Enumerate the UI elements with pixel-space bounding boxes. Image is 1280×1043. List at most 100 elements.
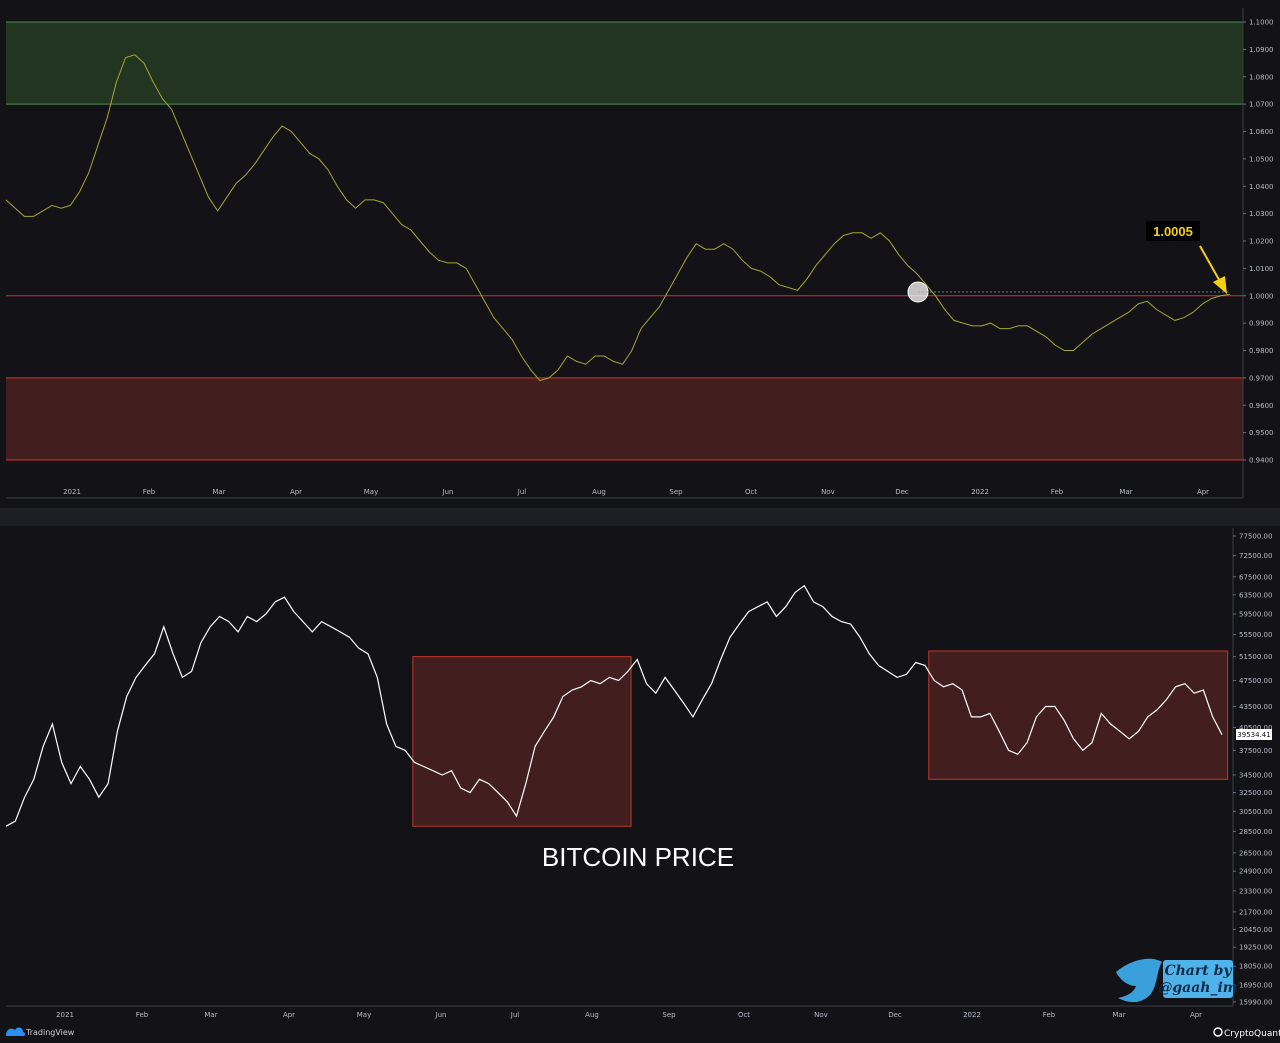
- top-y-tick-label: 1.0300: [1249, 210, 1274, 218]
- bottom-y-tick-label: 43500.00: [1239, 703, 1272, 711]
- bottom-x-tick-label: Jun: [435, 1011, 447, 1019]
- credit-badge: Chart by @gaah_im: [1116, 958, 1238, 1003]
- bottom-x-tick-label: Jul: [510, 1011, 520, 1019]
- bottom-y-tick-label: 16950.00: [1239, 981, 1272, 989]
- bottom-y-tick-label: 77500.00: [1239, 533, 1272, 541]
- bottom-x-tick-label: Aug: [585, 1011, 599, 1019]
- bottom-y-tick-label: 37500.00: [1239, 747, 1272, 755]
- btc-price-line: [5, 584, 1223, 827]
- top-y-axis: 1.1000 1.0900 1.0800 1.0700 1.0600 1.0500 1.04…: [1242, 8, 1274, 498]
- bottom-y-tick-label: 19250.00: [1239, 944, 1272, 952]
- bottom-x-tick-label: Oct: [738, 1011, 750, 1019]
- top-y-tick-label: 1.1000: [1249, 19, 1274, 27]
- bottom-x-tick-label: 2022: [963, 1011, 981, 1019]
- callout-arrow-head: [1213, 276, 1227, 294]
- bottom-x-tick-label: Dec: [888, 1011, 902, 1019]
- bottom-x-tick-label: Mar: [204, 1011, 217, 1019]
- top-x-tick-label: 2021: [63, 488, 81, 496]
- bottom-series: [5, 584, 1223, 827]
- callout-value: 1.0005: [1153, 224, 1193, 239]
- last-value-box: [1236, 729, 1272, 740]
- top-y-tick-label: 0.9700: [1249, 374, 1274, 382]
- bottom-y-tick-label: 28500.00: [1239, 828, 1272, 836]
- bottom-y-tick-label: 47500.00: [1239, 677, 1272, 685]
- top-y-tick-label: 1.0400: [1249, 183, 1274, 191]
- band-1: [6, 377, 1243, 460]
- bottom-x-tick-label: May: [357, 1011, 371, 1019]
- top-x-tick-label: Apr: [290, 488, 302, 496]
- bottom-y-tick-label: 51500.00: [1239, 653, 1272, 661]
- top-y-tick-label: 1.0900: [1249, 46, 1274, 54]
- top-y-tick-label: 0.9500: [1249, 429, 1274, 437]
- top-y-tick-label: 1.0500: [1249, 155, 1274, 163]
- bottom-y-tick-label: 21700.00: [1239, 908, 1272, 916]
- bottom-y-tick-label: 15990.00: [1239, 999, 1272, 1007]
- bottom-x-tick-label: Feb: [1043, 1011, 1056, 1019]
- top-y-tick-label: 0.9900: [1249, 320, 1274, 328]
- top-x-tick-label: 2022: [971, 488, 989, 496]
- bottom-y-tick-label: 63500.00: [1239, 591, 1272, 599]
- ratio-series-line: [5, 54, 1231, 382]
- bottom-x-tick-label: Feb: [136, 1011, 149, 1019]
- tradingview-cloud-icon: [6, 1027, 26, 1036]
- top-x-tick-label: Aug: [592, 488, 606, 496]
- top-x-axis: 2021 Feb Mar Apr May Jun Jul Aug Sep Oct Nov Dec 202…: [6, 488, 1243, 499]
- bottom-y-tick-label: 59500.00: [1239, 611, 1272, 619]
- bottom-y-tick-label: 55500.00: [1239, 631, 1272, 639]
- highlight-box-0: [412, 656, 632, 827]
- bottom-highlights: [412, 650, 1229, 827]
- credit-line-2: @gaah_im: [1158, 980, 1237, 996]
- cryptoquant-label: CryptoQuant: [1224, 1029, 1280, 1039]
- bottom-y-tick-label: 32500.00: [1239, 789, 1272, 797]
- bottom-y-tick-label: 67500.00: [1239, 573, 1272, 581]
- top-y-tick-label: 0.9400: [1249, 457, 1274, 465]
- highlight-box-1: [928, 650, 1229, 780]
- bottom-y-axis: 77500.00 72500.00 67500.00 63500.00 59500.00…: [1232, 528, 1272, 1007]
- top-y-tick-label: 1.0600: [1249, 128, 1274, 136]
- bottom-y-tick-label: 18050.00: [1239, 963, 1272, 971]
- top-x-tick-label: Nov: [821, 488, 835, 496]
- bottom-y-tick-label: 30500.00: [1239, 808, 1272, 816]
- bottom-y-tick-label: 23300.00: [1239, 887, 1272, 895]
- callout-box: [1146, 221, 1200, 241]
- top-y-tick-label: 1.0800: [1249, 73, 1274, 81]
- bottom-x-tick-label: Mar: [1112, 1011, 1125, 1019]
- top-series: [5, 54, 1231, 382]
- top-x-tick-label: Apr: [1197, 488, 1209, 496]
- top-x-tick-label: Oct: [745, 488, 757, 496]
- tradingview-logo: TradingView: [6, 1027, 75, 1037]
- panel-separator: [0, 508, 1280, 526]
- tradingview-label: TradingView: [25, 1028, 75, 1037]
- top-y-tick-label: 1.0700: [1249, 101, 1274, 109]
- top-y-tick-label: 0.9600: [1249, 402, 1274, 410]
- top-y-tick-label: 0.9800: [1249, 347, 1274, 355]
- top-x-tick-label: Jul: [517, 488, 527, 496]
- bottom-x-tick-label: Sep: [662, 1011, 676, 1019]
- bottom-x-tick-label: Apr: [283, 1011, 295, 1019]
- bottom-y-tick-label: 72500.00: [1239, 552, 1272, 560]
- bottom-panel-bg: [0, 526, 1280, 1043]
- cryptoquant-logo: CryptoQuant: [1213, 1027, 1280, 1039]
- top-x-tick-label: Mar: [212, 488, 225, 496]
- top-y-tick-label: 1.0200: [1249, 238, 1274, 246]
- bird-icon: [1116, 958, 1162, 1003]
- bottom-x-tick-label: Nov: [814, 1011, 828, 1019]
- bottom-x-tick-label: 2021: [56, 1011, 74, 1019]
- top-x-tick-label: Dec: [895, 488, 909, 496]
- band-0: [6, 22, 1243, 105]
- credit-line-1: Chart by: [1164, 963, 1232, 979]
- top-x-tick-label: Jun: [442, 488, 454, 496]
- last-value-label: 39534.41: [1237, 731, 1270, 739]
- bottom-y-tick-label: 20450.00: [1239, 926, 1272, 934]
- cryptoquant-icon: [1213, 1027, 1223, 1037]
- bottom-y-tick-label: 24900.00: [1239, 868, 1272, 876]
- top-x-tick-label: Feb: [1051, 488, 1064, 496]
- bottom-x-axis: 2021 Feb Mar Apr May Jun Jul Aug Sep Oct Nov Dec 202…: [6, 1005, 1233, 1019]
- bottom-x-tick-label: Apr: [1190, 1011, 1202, 1019]
- top-x-tick-label: Feb: [143, 488, 156, 496]
- top-y-tick-label: 1.0100: [1249, 265, 1274, 273]
- bottom-y-tick-label: 34500.00: [1239, 771, 1272, 779]
- bottom-y-tick-label: 26500.00: [1239, 849, 1272, 857]
- bottom-y-tick-label: 40500.00: [1239, 724, 1272, 732]
